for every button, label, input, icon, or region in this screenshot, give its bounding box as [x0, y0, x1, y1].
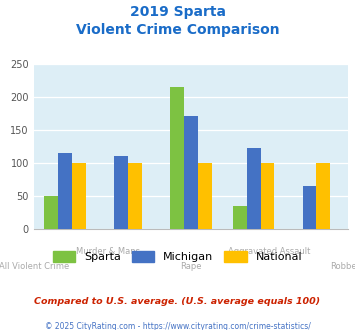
Text: Robbery: Robbery — [331, 262, 355, 271]
Bar — [184, 116, 198, 229]
Bar — [233, 206, 247, 229]
Bar — [198, 163, 212, 229]
Text: Violent Crime Comparison: Violent Crime Comparison — [76, 23, 279, 37]
Text: Aggravated Assault: Aggravated Assault — [228, 248, 311, 256]
Text: Murder & Mans...: Murder & Mans... — [76, 248, 148, 256]
Bar — [44, 196, 58, 229]
Bar — [247, 148, 261, 229]
Bar — [317, 163, 330, 229]
Bar — [72, 163, 86, 229]
Text: All Violent Crime: All Violent Crime — [0, 262, 69, 271]
Text: © 2025 CityRating.com - https://www.cityrating.com/crime-statistics/: © 2025 CityRating.com - https://www.city… — [45, 322, 310, 330]
Bar — [170, 87, 184, 229]
Text: Rape: Rape — [180, 262, 202, 271]
Text: 2019 Sparta: 2019 Sparta — [130, 5, 225, 19]
Bar — [128, 163, 142, 229]
Bar — [114, 156, 128, 229]
Text: Compared to U.S. average. (U.S. average equals 100): Compared to U.S. average. (U.S. average … — [34, 297, 321, 306]
Bar — [58, 153, 72, 229]
Bar — [261, 163, 274, 229]
Bar — [303, 186, 317, 229]
Legend: Sparta, Michigan, National: Sparta, Michigan, National — [48, 247, 307, 267]
